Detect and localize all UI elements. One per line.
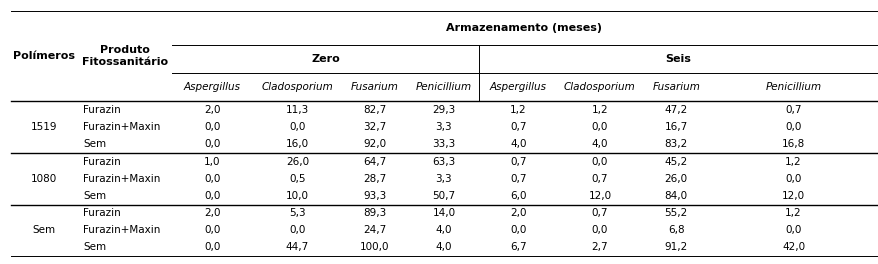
Text: 0,0: 0,0 xyxy=(204,243,220,252)
Text: 16,8: 16,8 xyxy=(781,139,804,149)
Text: 11,3: 11,3 xyxy=(285,105,309,115)
Text: 4,0: 4,0 xyxy=(591,139,608,149)
Text: 2,7: 2,7 xyxy=(591,243,608,252)
Text: 1519: 1519 xyxy=(31,122,58,132)
Text: 0,0: 0,0 xyxy=(204,225,220,235)
Text: 0,0: 0,0 xyxy=(289,225,306,235)
Text: 26,0: 26,0 xyxy=(664,174,687,184)
Text: 0,0: 0,0 xyxy=(785,174,801,184)
Text: 1,2: 1,2 xyxy=(591,105,608,115)
Text: 84,0: 84,0 xyxy=(664,191,687,201)
Text: Aspergillus: Aspergillus xyxy=(489,82,546,92)
Text: 16,0: 16,0 xyxy=(285,139,309,149)
Text: Furazin+Maxin: Furazin+Maxin xyxy=(83,122,161,132)
Text: 4,0: 4,0 xyxy=(435,243,451,252)
Text: 33,3: 33,3 xyxy=(432,139,455,149)
Text: 1,2: 1,2 xyxy=(784,208,801,218)
Text: Furazin: Furazin xyxy=(83,105,121,115)
Text: 10,0: 10,0 xyxy=(285,191,308,201)
Text: 0,0: 0,0 xyxy=(509,225,526,235)
Text: 6,7: 6,7 xyxy=(509,243,526,252)
Text: 0,0: 0,0 xyxy=(591,122,608,132)
Text: Sem: Sem xyxy=(83,139,106,149)
Text: Armazenamento (meses): Armazenamento (meses) xyxy=(446,23,601,33)
Text: Furazin: Furazin xyxy=(83,208,121,218)
Text: 29,3: 29,3 xyxy=(432,105,455,115)
Text: Polímeros: Polímeros xyxy=(13,51,76,61)
Text: 100,0: 100,0 xyxy=(360,243,389,252)
Text: 14,0: 14,0 xyxy=(432,208,455,218)
Text: 26,0: 26,0 xyxy=(285,157,309,167)
Text: 82,7: 82,7 xyxy=(363,105,386,115)
Text: Penicillium: Penicillium xyxy=(765,82,821,92)
Text: 0,7: 0,7 xyxy=(591,174,608,184)
Text: 6,0: 6,0 xyxy=(509,191,526,201)
Text: Seis: Seis xyxy=(665,54,690,64)
Text: Fusarium: Fusarium xyxy=(350,82,399,92)
Text: 91,2: 91,2 xyxy=(664,243,687,252)
Text: 0,5: 0,5 xyxy=(289,174,306,184)
Text: 1080: 1080 xyxy=(32,174,57,184)
Text: Sem: Sem xyxy=(83,191,106,201)
Text: 4,0: 4,0 xyxy=(509,139,526,149)
Text: Sem: Sem xyxy=(32,225,56,235)
Text: 2,0: 2,0 xyxy=(509,208,526,218)
Text: 92,0: 92,0 xyxy=(363,139,386,149)
Text: 0,0: 0,0 xyxy=(591,225,608,235)
Text: 1,2: 1,2 xyxy=(509,105,526,115)
Text: 5,3: 5,3 xyxy=(289,208,306,218)
Text: 0,0: 0,0 xyxy=(785,122,801,132)
Text: Cladosporium: Cladosporium xyxy=(262,82,333,92)
Text: Cladosporium: Cladosporium xyxy=(564,82,635,92)
Text: 28,7: 28,7 xyxy=(363,174,386,184)
Text: 47,2: 47,2 xyxy=(664,105,687,115)
Text: 16,7: 16,7 xyxy=(664,122,687,132)
Text: 0,7: 0,7 xyxy=(591,208,608,218)
Text: 0,0: 0,0 xyxy=(289,122,306,132)
Text: 0,7: 0,7 xyxy=(509,157,526,167)
Text: 0,0: 0,0 xyxy=(204,174,220,184)
Text: 64,7: 64,7 xyxy=(363,157,386,167)
Text: 2,0: 2,0 xyxy=(204,105,220,115)
Text: 0,0: 0,0 xyxy=(204,139,220,149)
Text: 0,0: 0,0 xyxy=(591,157,608,167)
Text: 0,0: 0,0 xyxy=(785,225,801,235)
Text: 44,7: 44,7 xyxy=(285,243,309,252)
Text: 32,7: 32,7 xyxy=(363,122,386,132)
Text: 2,0: 2,0 xyxy=(204,208,220,218)
Text: Fusarium: Fusarium xyxy=(651,82,699,92)
Text: Produto
Fitossanitário: Produto Fitossanitário xyxy=(82,45,168,67)
Text: Zero: Zero xyxy=(311,54,340,64)
Text: 45,2: 45,2 xyxy=(664,157,687,167)
Text: 3,3: 3,3 xyxy=(435,122,451,132)
Text: 50,7: 50,7 xyxy=(432,191,455,201)
Text: 63,3: 63,3 xyxy=(432,157,455,167)
Text: 89,3: 89,3 xyxy=(363,208,386,218)
Text: 0,7: 0,7 xyxy=(509,174,526,184)
Text: Furazin+Maxin: Furazin+Maxin xyxy=(83,225,161,235)
Text: 0,0: 0,0 xyxy=(204,122,220,132)
Text: 1,2: 1,2 xyxy=(784,157,801,167)
Text: 4,0: 4,0 xyxy=(435,225,451,235)
Text: 12,0: 12,0 xyxy=(587,191,611,201)
Text: 0,7: 0,7 xyxy=(784,105,801,115)
Text: Penicillium: Penicillium xyxy=(415,82,471,92)
Text: Furazin+Maxin: Furazin+Maxin xyxy=(83,174,161,184)
Text: 83,2: 83,2 xyxy=(664,139,687,149)
Text: 0,7: 0,7 xyxy=(509,122,526,132)
Text: 1,0: 1,0 xyxy=(204,157,220,167)
Text: 0,0: 0,0 xyxy=(204,191,220,201)
Text: 3,3: 3,3 xyxy=(435,174,451,184)
Text: Aspergillus: Aspergillus xyxy=(184,82,241,92)
Text: 93,3: 93,3 xyxy=(363,191,386,201)
Text: 42,0: 42,0 xyxy=(781,243,804,252)
Text: Sem: Sem xyxy=(83,243,106,252)
Text: Furazin: Furazin xyxy=(83,157,121,167)
Text: 24,7: 24,7 xyxy=(363,225,386,235)
Text: 12,0: 12,0 xyxy=(781,191,804,201)
Text: 6,8: 6,8 xyxy=(667,225,684,235)
Text: 55,2: 55,2 xyxy=(664,208,687,218)
